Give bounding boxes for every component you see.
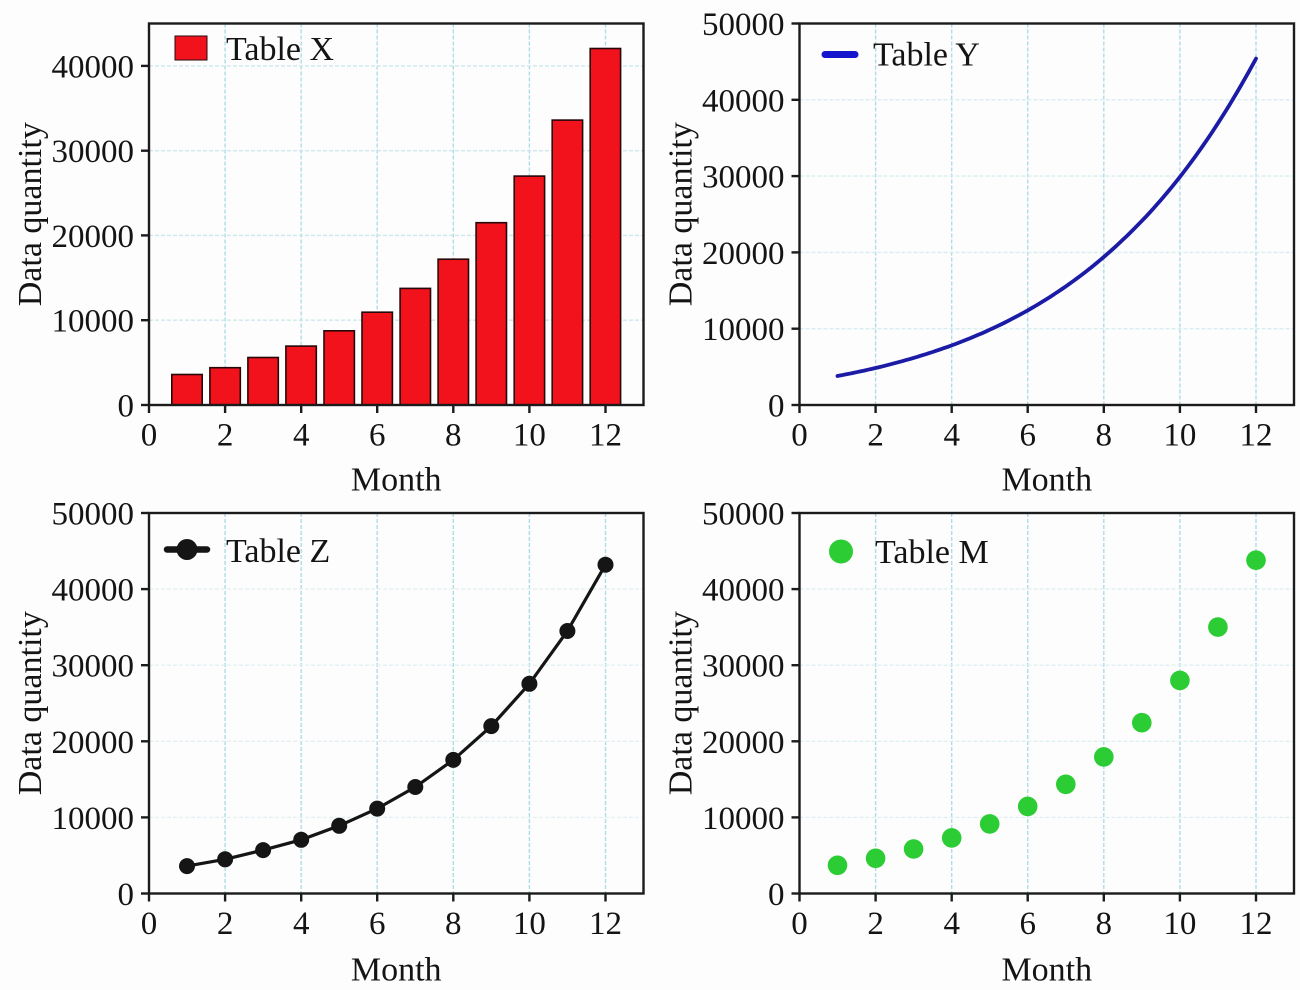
- svg-text:10000: 10000: [52, 304, 135, 340]
- svg-text:20000: 20000: [52, 219, 135, 255]
- svg-text:2: 2: [217, 906, 234, 942]
- svg-text:30000: 30000: [52, 649, 135, 685]
- svg-text:Table Z: Table Z: [226, 533, 330, 570]
- svg-text:40000: 40000: [52, 573, 135, 609]
- svg-text:2: 2: [867, 418, 884, 454]
- svg-text:6: 6: [1019, 418, 1036, 454]
- svg-text:0: 0: [791, 418, 808, 454]
- svg-text:10000: 10000: [702, 801, 785, 837]
- svg-text:Month: Month: [1001, 462, 1092, 499]
- svg-text:8: 8: [445, 418, 462, 454]
- svg-text:10: 10: [513, 906, 546, 942]
- svg-text:8: 8: [1096, 906, 1113, 942]
- svg-text:2: 2: [867, 906, 884, 942]
- svg-text:Data quantity: Data quantity: [12, 611, 49, 795]
- svg-text:0: 0: [118, 389, 135, 425]
- svg-text:50000: 50000: [702, 7, 785, 43]
- svg-text:30000: 30000: [52, 134, 135, 170]
- svg-text:50000: 50000: [52, 497, 135, 533]
- svg-text:10000: 10000: [52, 801, 135, 837]
- svg-text:12: 12: [589, 418, 622, 454]
- svg-text:0: 0: [768, 389, 785, 425]
- svg-text:4: 4: [293, 906, 310, 942]
- svg-text:Table M: Table M: [875, 534, 989, 571]
- svg-text:Data quantity: Data quantity: [12, 122, 49, 306]
- svg-text:8: 8: [445, 906, 462, 942]
- svg-text:8: 8: [1096, 418, 1113, 454]
- svg-text:0: 0: [768, 877, 785, 913]
- svg-text:0: 0: [141, 906, 158, 942]
- svg-text:4: 4: [293, 418, 310, 454]
- svg-text:40000: 40000: [702, 573, 785, 609]
- svg-text:12: 12: [1240, 418, 1273, 454]
- svg-text:2: 2: [217, 418, 234, 454]
- svg-text:40000: 40000: [702, 83, 785, 119]
- svg-text:10000: 10000: [702, 312, 785, 348]
- svg-text:Table Y: Table Y: [873, 37, 980, 74]
- svg-text:10: 10: [1163, 906, 1196, 942]
- svg-text:20000: 20000: [52, 725, 135, 761]
- svg-text:Month: Month: [1001, 952, 1092, 989]
- svg-text:40000: 40000: [52, 49, 135, 85]
- svg-text:Month: Month: [351, 462, 442, 499]
- svg-text:Table X: Table X: [226, 31, 334, 68]
- svg-text:10: 10: [513, 418, 546, 454]
- svg-text:4: 4: [943, 906, 960, 942]
- svg-text:12: 12: [1240, 906, 1273, 942]
- svg-text:6: 6: [369, 418, 386, 454]
- svg-text:10: 10: [1163, 418, 1196, 454]
- svg-text:50000: 50000: [702, 497, 785, 533]
- svg-text:6: 6: [369, 906, 386, 942]
- svg-text:20000: 20000: [702, 725, 785, 761]
- svg-text:0: 0: [791, 906, 808, 942]
- svg-text:30000: 30000: [702, 160, 785, 196]
- svg-text:6: 6: [1019, 906, 1036, 942]
- svg-text:0: 0: [141, 418, 158, 454]
- svg-text:12: 12: [589, 906, 622, 942]
- svg-text:Data quantity: Data quantity: [663, 611, 700, 795]
- svg-text:20000: 20000: [702, 236, 785, 272]
- svg-text:30000: 30000: [702, 649, 785, 685]
- svg-text:0: 0: [118, 877, 135, 913]
- svg-text:Month: Month: [351, 952, 442, 989]
- svg-text:4: 4: [943, 418, 960, 454]
- svg-text:Data quantity: Data quantity: [663, 122, 700, 306]
